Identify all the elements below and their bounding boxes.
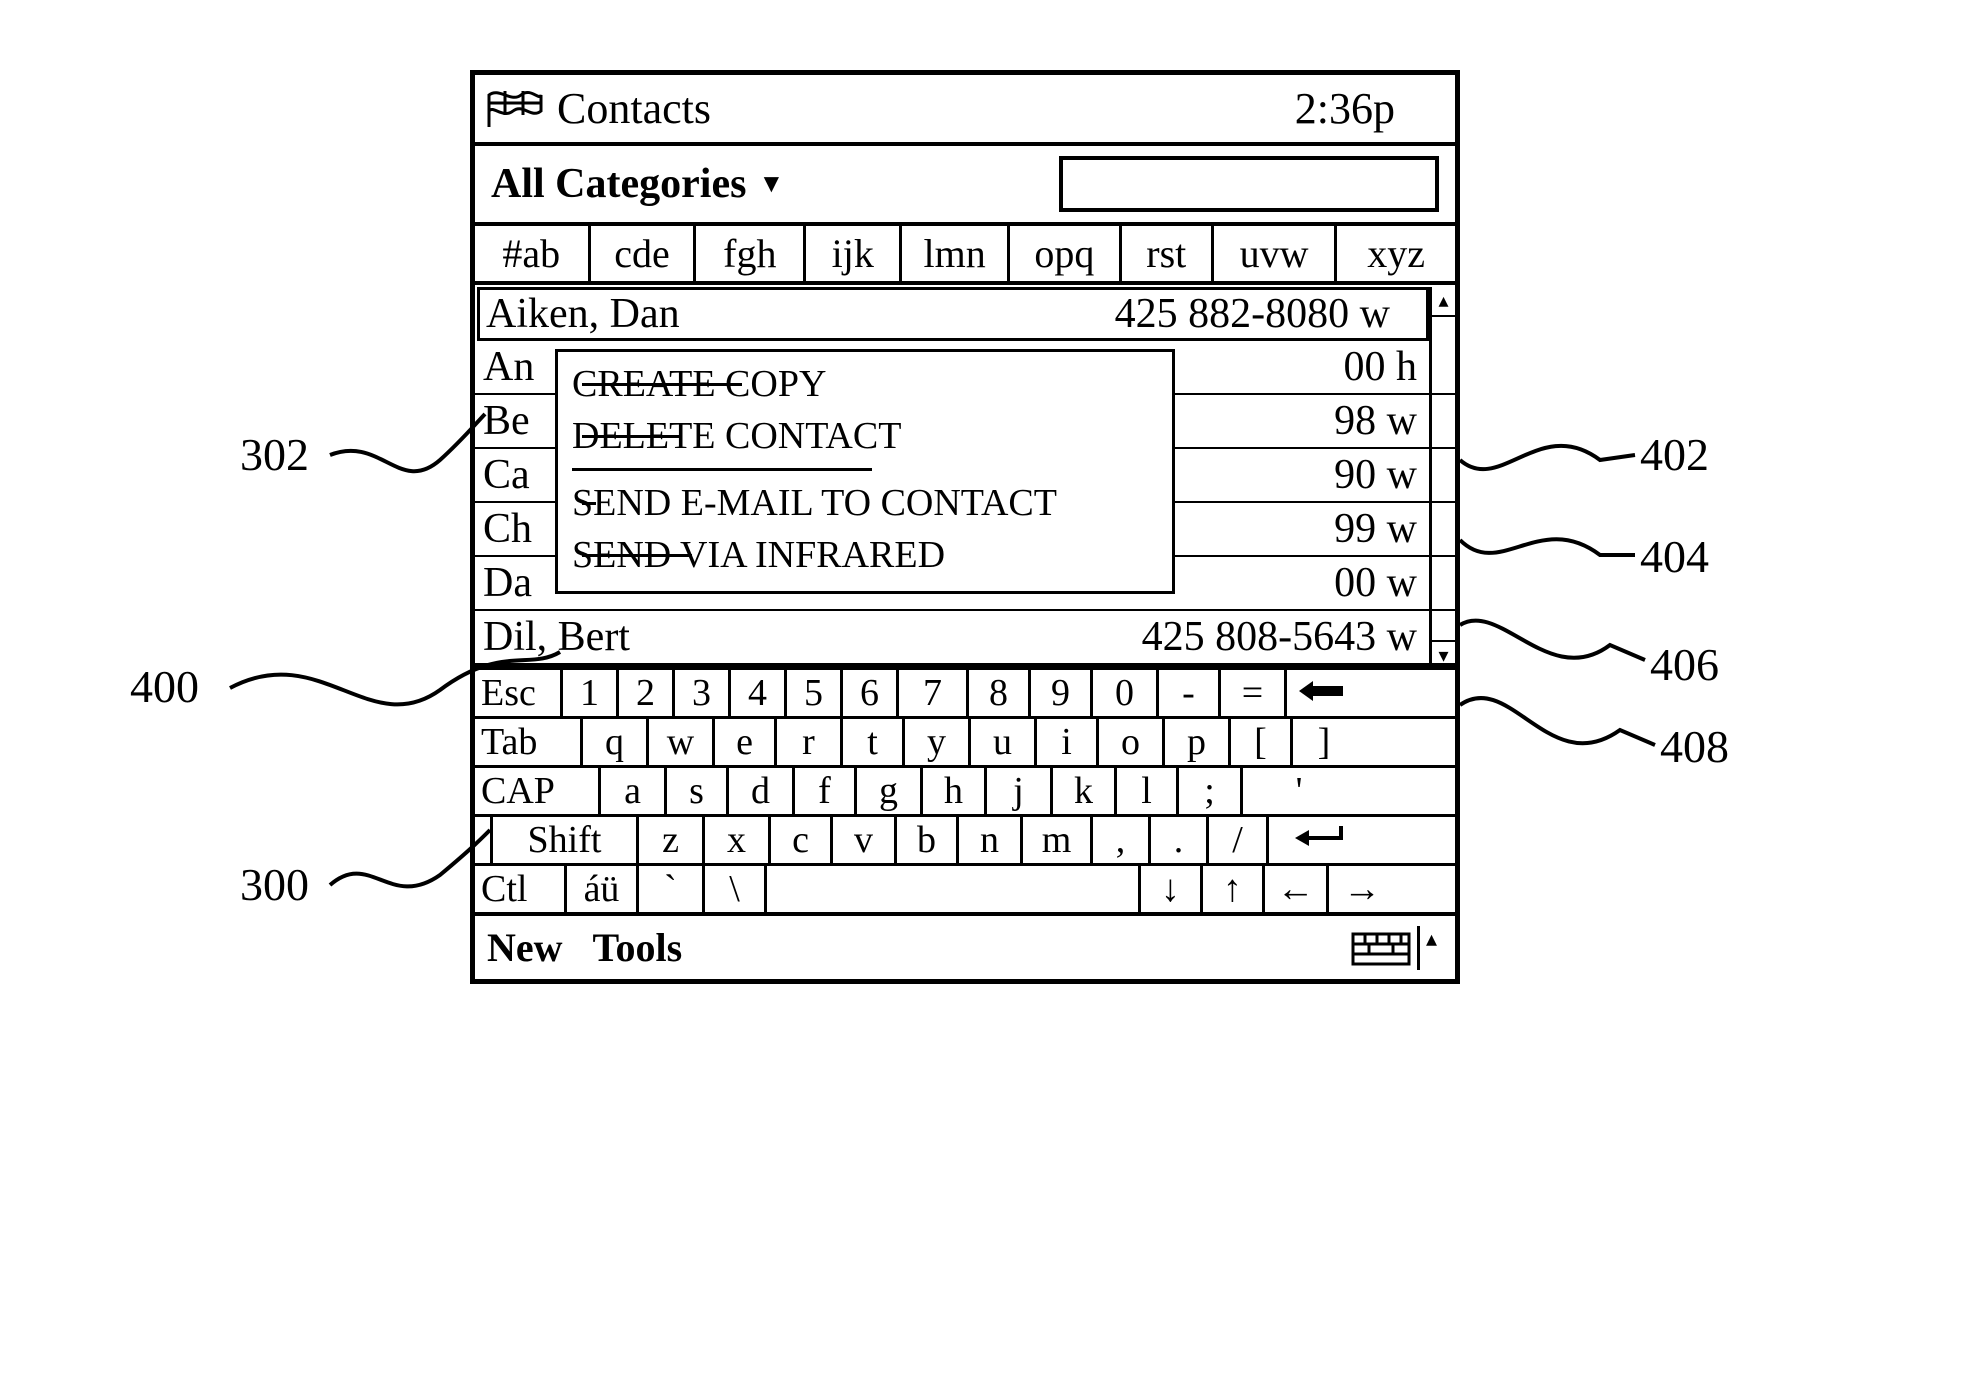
figure-stage: Contacts 2:36p All Categories ▼ #abcdefg… [40,40,1961,1354]
leader-lines [40,40,1961,1354]
